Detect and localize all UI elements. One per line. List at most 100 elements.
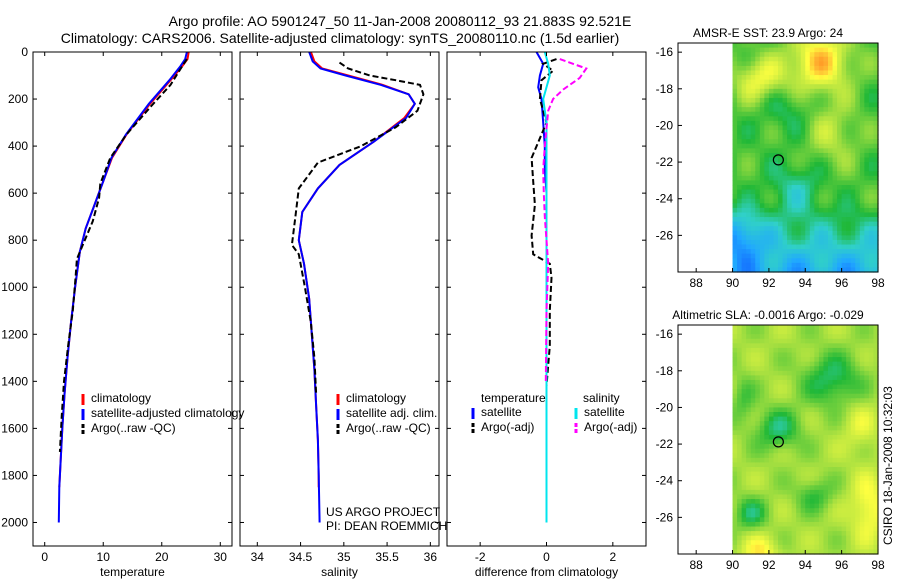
- sst_map-heatmap-cell: [800, 65, 806, 72]
- sla_map-heatmap-cell: [787, 444, 793, 450]
- sst_map-heatmap-cell: [855, 162, 861, 168]
- sst_map-heatmap-cell: [873, 217, 879, 223]
- sst_map-heatmap-cell: [805, 258, 811, 264]
- sst_map-heatmap-cell: [732, 207, 738, 214]
- sla_map-heatmap-cell: [814, 453, 820, 459]
- sst_map-heatmap-cell: [755, 267, 761, 273]
- sla_map-heatmap-cell: [800, 357, 806, 363]
- sla_map-heatmap-cell: [859, 434, 865, 441]
- sla_map-heatmap-cell: [855, 549, 861, 555]
- sla_map-heatmap-cell: [837, 526, 843, 532]
- sla_map-heatmap-cell: [741, 448, 747, 454]
- sst_map-heatmap-cell: [759, 162, 765, 168]
- temperature-series-satellite-adjusted-climatology: [57, 51, 188, 523]
- sla_map-heatmap-cell: [732, 549, 738, 555]
- sla_map-heatmap-cell: [823, 457, 829, 463]
- sla_map-heatmap-cell: [832, 407, 838, 413]
- sst_map-heatmap-cell: [773, 262, 779, 269]
- sla_map-heatmap-cell: [778, 329, 784, 335]
- sst_map-ytick-label: -24: [656, 192, 674, 206]
- sst_map-heatmap-cell: [741, 217, 747, 223]
- sla_map-heatmap-cell: [828, 494, 834, 500]
- sst_map-heatmap-cell: [855, 249, 861, 255]
- sla_map-heatmap-cell: [818, 521, 825, 528]
- sst_map-heatmap-cell: [868, 143, 875, 149]
- sst_map-heatmap-cell: [814, 102, 820, 108]
- sst_map-heatmap-cell: [787, 184, 793, 191]
- sla_map-heatmap-cell: [809, 379, 815, 386]
- sst_map-heatmap-cell: [759, 130, 765, 136]
- sst_map-heatmap-cell: [818, 217, 825, 223]
- sla_map-heatmap-cell: [800, 549, 806, 555]
- sla_map-heatmap-cell: [855, 489, 861, 496]
- sst_map-heatmap-cell: [850, 65, 856, 72]
- sla_map-heatmap-cell: [832, 466, 838, 473]
- sla_map-heatmap-cell: [773, 416, 779, 422]
- sla_map-heatmap-cell: [750, 489, 756, 496]
- sst_map-heatmap-cell: [764, 157, 770, 163]
- sst_map-heatmap-cell: [750, 61, 756, 67]
- sst_map-heatmap-cell: [759, 47, 765, 53]
- sla_map-heatmap-cell: [782, 334, 788, 340]
- sla_map-heatmap-cell: [814, 343, 820, 349]
- sla_map-heatmap-cell: [732, 494, 738, 500]
- sla_map-heatmap-cell: [773, 393, 779, 399]
- sst_map-heatmap-cell: [828, 88, 834, 94]
- sst_map-heatmap-cell: [791, 148, 797, 154]
- sla_map-heatmap-cell: [778, 540, 784, 546]
- sst_map-heatmap-cell: [737, 253, 743, 259]
- sla_map-heatmap-cell: [823, 512, 829, 518]
- sla_map-heatmap-cell: [755, 379, 761, 386]
- sst_map-heatmap-cell: [868, 212, 875, 218]
- sla_map-heatmap-cell: [814, 379, 820, 386]
- sst_map-heatmap-cell: [755, 221, 761, 227]
- sst_map-heatmap-cell: [814, 84, 820, 90]
- sla_map-heatmap-cell: [732, 402, 738, 409]
- sla_map-heatmap-cell: [805, 499, 811, 505]
- sla_map-heatmap-cell: [818, 416, 825, 422]
- sst_map-heatmap-cell: [737, 61, 743, 67]
- sla_map-heatmap-cell: [868, 476, 875, 482]
- sst_map-heatmap-cell: [805, 134, 811, 140]
- sla_map-heatmap-cell: [841, 407, 847, 413]
- sst_map-heatmap-cell: [818, 235, 825, 241]
- sla_map-heatmap-cell: [782, 357, 788, 363]
- sla_map-heatmap-cell: [823, 412, 829, 418]
- sst_map-heatmap-cell: [800, 79, 806, 85]
- sla_map-heatmap-cell: [791, 489, 797, 496]
- sst_map-heatmap-cell: [837, 102, 843, 108]
- sla_map-heatmap-cell: [787, 389, 793, 395]
- sst_map-heatmap-cell: [841, 249, 847, 255]
- sst_map-heatmap-cell: [814, 244, 820, 250]
- sla_map-heatmap-cell: [764, 453, 770, 459]
- sst_map-heatmap-cell: [741, 75, 747, 81]
- sla_map-heatmap-cell: [823, 521, 829, 528]
- sla_map-heatmap-cell: [841, 370, 847, 376]
- sst_map-heatmap-cell: [859, 175, 865, 181]
- sla_map-heatmap-cell: [823, 489, 829, 496]
- sla_map-heatmap-cell: [873, 544, 879, 551]
- sst_map-heatmap-cell: [859, 139, 865, 145]
- sst_map-heatmap-cell: [791, 235, 797, 241]
- sst_map-heatmap-cell: [741, 152, 747, 159]
- sla_map-heatmap-cell: [868, 370, 875, 376]
- sla_map-heatmap-cell: [814, 462, 820, 468]
- sla_map-heatmap-cell: [791, 521, 797, 528]
- sst_map-heatmap-cell: [746, 148, 752, 154]
- sst_map-heatmap-cell: [782, 107, 788, 113]
- sla_map-heatmap-cell: [737, 366, 743, 372]
- sla_map-heatmap-cell: [759, 471, 765, 477]
- sla_map-heatmap-cell: [841, 526, 847, 532]
- sst_map-heatmap-cell: [873, 253, 879, 259]
- sst_map-heatmap-cell: [873, 258, 879, 264]
- sla_map-heatmap-cell: [832, 453, 838, 459]
- sst_map-heatmap-cell: [737, 217, 743, 223]
- sla_map-heatmap-cell: [805, 352, 811, 358]
- sst_map-heatmap-cell: [741, 212, 747, 218]
- sst_map-heatmap-cell: [768, 180, 775, 186]
- sst_map-heatmap-cell: [741, 79, 747, 85]
- sla_map-heatmap-cell: [741, 512, 747, 518]
- sla_map-heatmap-cell: [732, 407, 738, 413]
- sst_map-heatmap-cell: [837, 253, 843, 259]
